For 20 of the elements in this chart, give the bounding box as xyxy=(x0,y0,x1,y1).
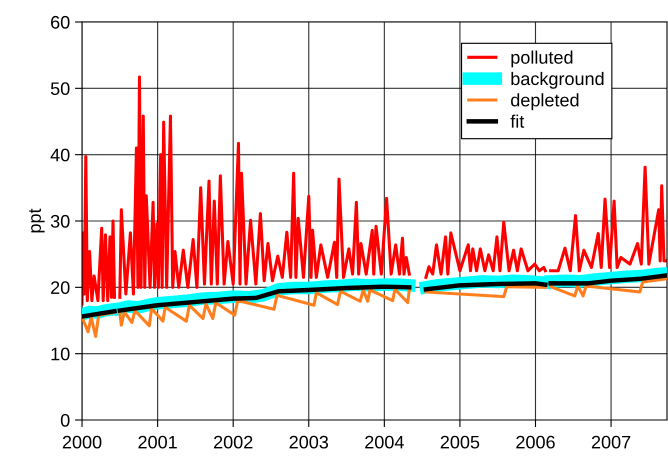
y-tick-label: 20 xyxy=(51,281,70,294)
x-tick-label: 2004 xyxy=(365,436,404,449)
y-tick-label: 50 xyxy=(50,82,70,96)
y-tick-label: 10 xyxy=(52,348,70,360)
y-axis-title: ppt xyxy=(29,208,45,232)
x-tick-label: 2002 xyxy=(214,436,252,449)
y-tick-label: 30 xyxy=(50,214,70,228)
legend-label: background xyxy=(511,72,604,89)
legend-label: polluted xyxy=(511,50,572,68)
x-tick-label: 2000 xyxy=(62,436,102,449)
y-tick-label: 60 xyxy=(51,16,70,29)
y-tick-label: 0 xyxy=(60,414,70,427)
x-tick-label: 2001 xyxy=(138,436,177,449)
x-tick-label: 2005 xyxy=(440,436,480,449)
x-tick-label: 2003 xyxy=(290,436,328,449)
y-tick-label: 40 xyxy=(50,148,70,162)
x-tick-label: 2006 xyxy=(516,436,555,449)
legend-label: fit xyxy=(510,114,524,128)
x-tick-label: 2007 xyxy=(592,436,630,449)
legend-label: depleted xyxy=(511,93,578,110)
